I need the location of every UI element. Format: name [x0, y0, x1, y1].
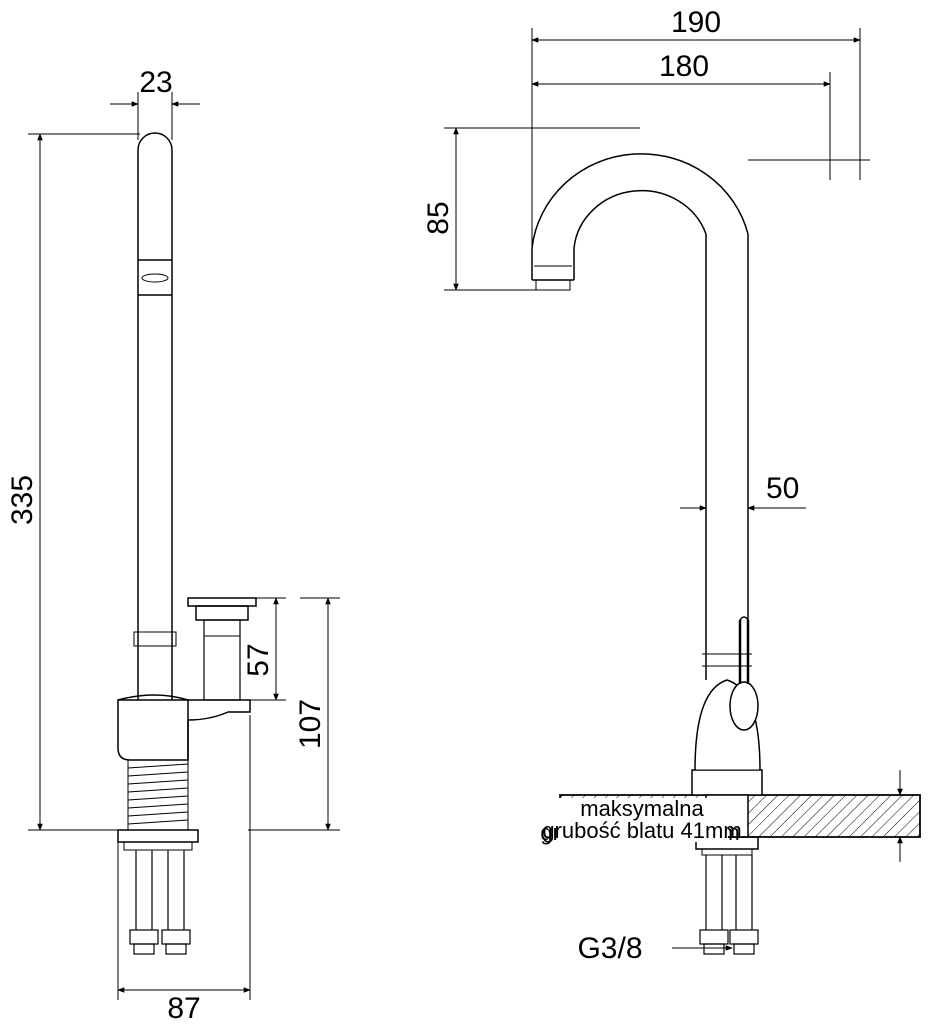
- dim-180: 180: [659, 50, 709, 83]
- front-view: [118, 133, 256, 954]
- dim-50: 50: [766, 472, 799, 505]
- thread-label: G3/8: [577, 932, 642, 965]
- dim-85: 85: [422, 201, 455, 234]
- counter-note-2b: grubość blatu 41mm: [542, 818, 741, 843]
- front-dimensions: 335 23 57 107 87: [6, 66, 340, 1024]
- dim-57: 57: [242, 643, 275, 676]
- dim-107: 107: [294, 699, 327, 749]
- technical-drawing: 335 23 57 107 87: [0, 0, 942, 1024]
- dim-335: 335: [6, 475, 39, 525]
- dim-87: 87: [167, 992, 200, 1024]
- dim-190: 190: [671, 6, 721, 39]
- dim-23: 23: [139, 66, 172, 99]
